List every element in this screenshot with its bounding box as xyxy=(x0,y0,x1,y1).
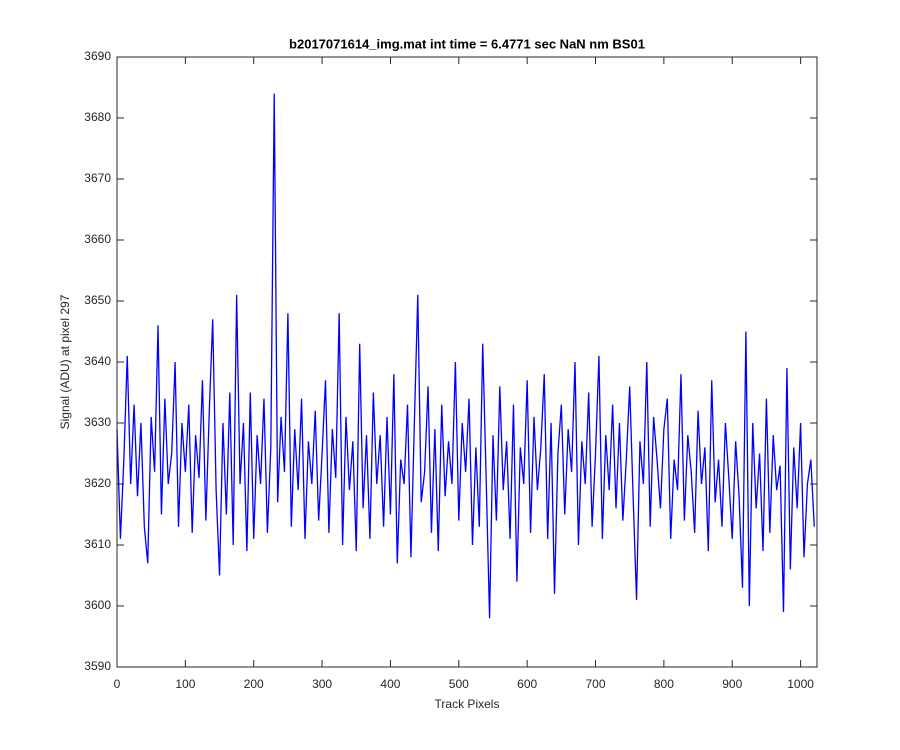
x-tick-label: 200 xyxy=(244,677,264,691)
y-axis-label: Signal (ADU) at pixel 297 xyxy=(58,294,72,429)
x-tick-label: 800 xyxy=(654,677,674,691)
x-tick-label: 0 xyxy=(114,677,121,691)
y-tick-label: 3640 xyxy=(84,354,111,368)
x-tick-label: 600 xyxy=(517,677,537,691)
y-tick-label: 3670 xyxy=(84,171,111,185)
data-line xyxy=(116,93,815,619)
y-tick-label: 3660 xyxy=(84,232,111,246)
chart-title: b2017071614_img.mat int time = 6.4771 se… xyxy=(289,36,645,51)
x-tick-label: 300 xyxy=(312,677,332,691)
x-tick-label: 1000 xyxy=(787,677,814,691)
x-tick-label: 100 xyxy=(175,677,195,691)
x-tick-label: 500 xyxy=(449,677,469,691)
y-tick-label: 3680 xyxy=(84,110,111,124)
y-tick-label: 3620 xyxy=(84,476,111,490)
y-tick-label: 3630 xyxy=(84,415,111,429)
y-tick-label: 3610 xyxy=(84,537,111,551)
x-tick-label: 900 xyxy=(722,677,742,691)
axes-box xyxy=(116,56,818,668)
y-tick-label: 3590 xyxy=(84,659,111,673)
y-tick-label: 3650 xyxy=(84,293,111,307)
y-tick-label: 3690 xyxy=(84,49,111,63)
x-tick-label: 700 xyxy=(586,677,606,691)
x-tick-label: 400 xyxy=(380,677,400,691)
plot-area xyxy=(117,57,817,667)
y-tick-label: 3600 xyxy=(84,598,111,612)
x-axis-label: Track Pixels xyxy=(435,697,500,711)
